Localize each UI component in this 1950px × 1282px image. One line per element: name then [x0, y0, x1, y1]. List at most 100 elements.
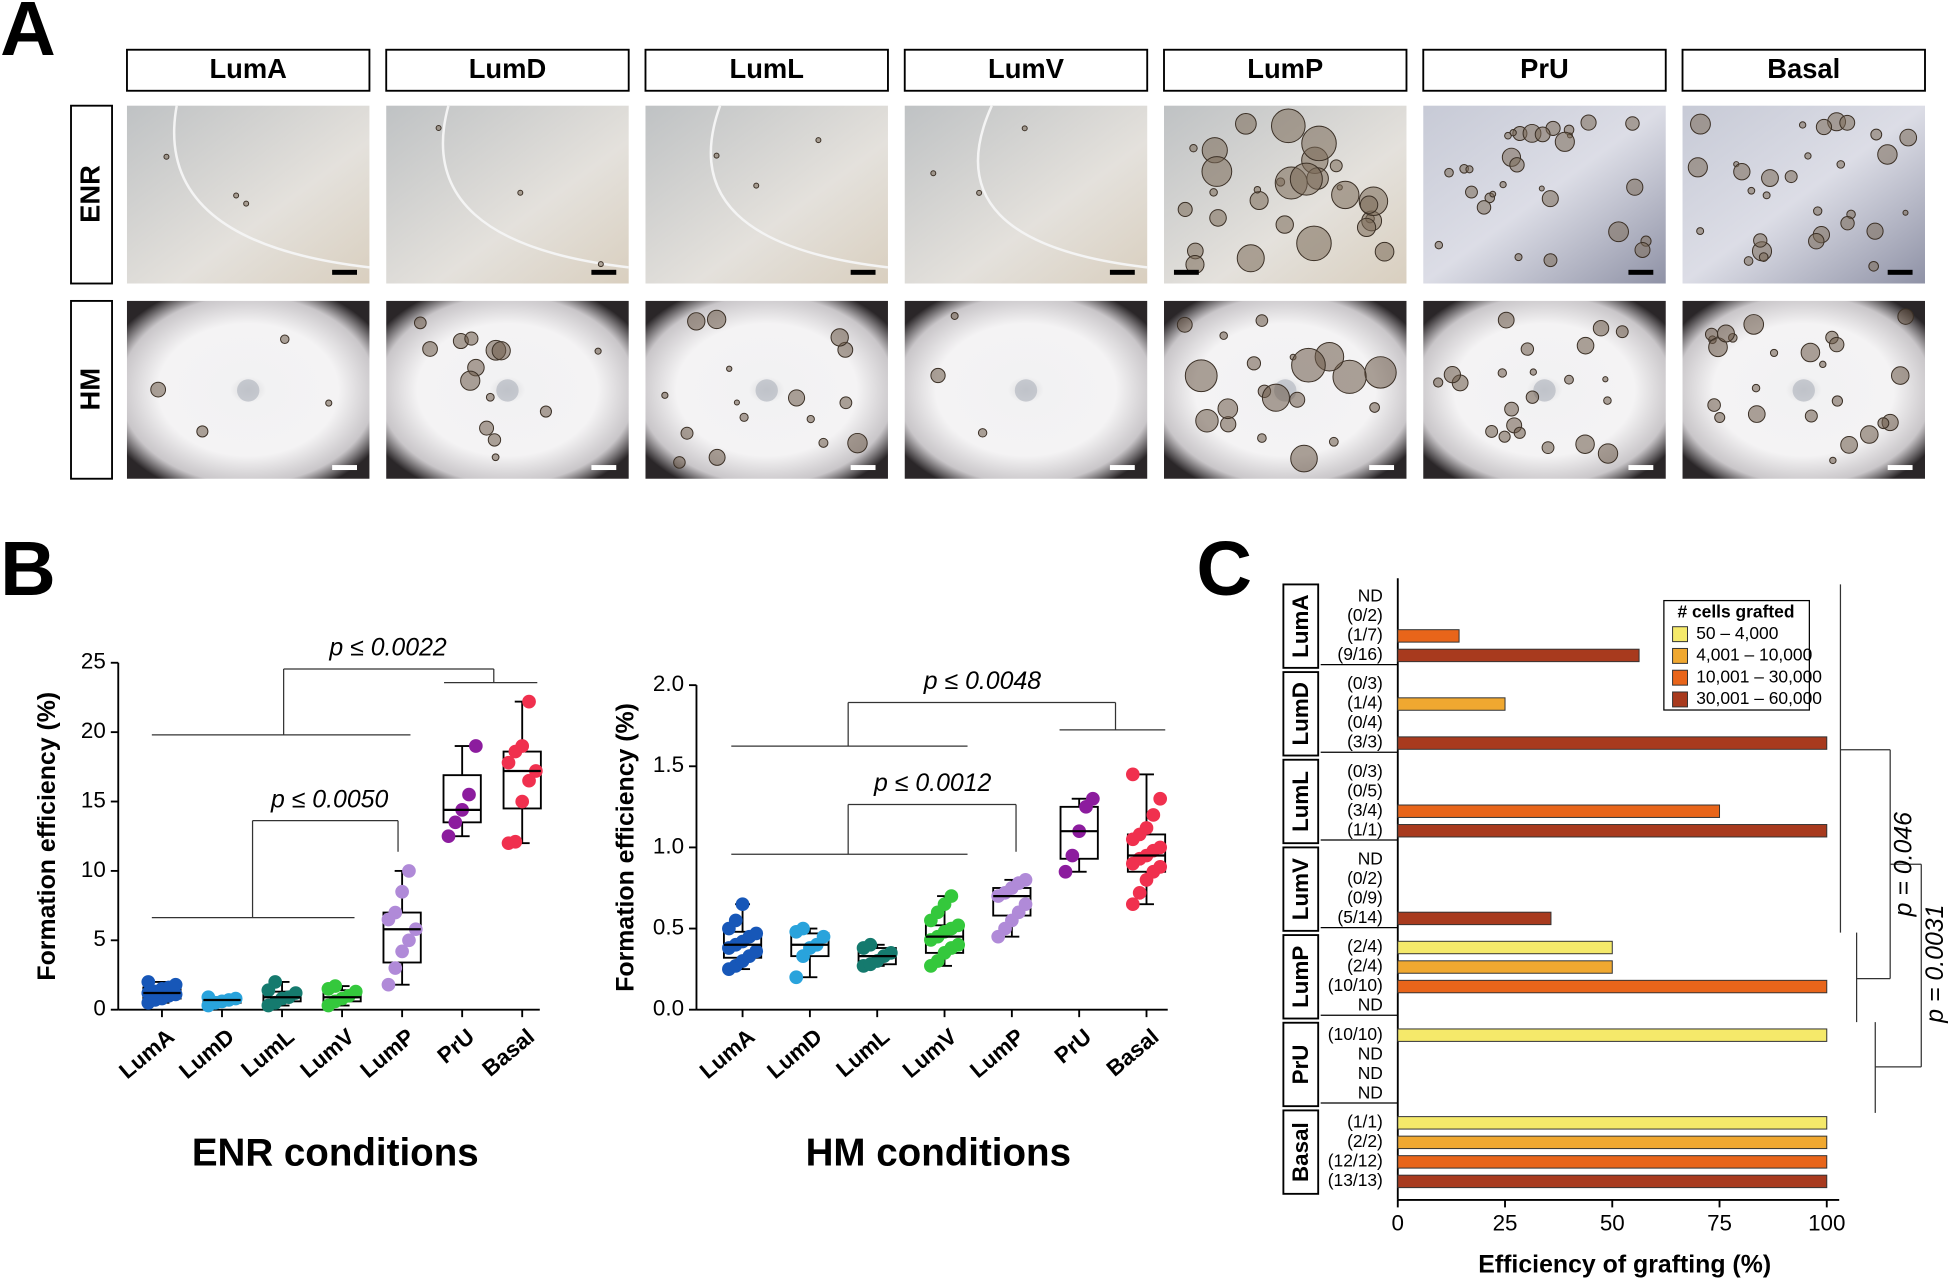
column-header: LumL [730, 53, 804, 84]
micrograph [645, 300, 888, 479]
row-label: (0/9) [1347, 887, 1383, 907]
scale-bar [1369, 465, 1395, 471]
group-label: Basal [1288, 1122, 1313, 1182]
micrograph [1682, 105, 1925, 284]
organoid [1534, 126, 1551, 143]
organoid [1289, 162, 1323, 196]
row-label: (0/2) [1347, 868, 1383, 888]
organoid [1761, 169, 1779, 187]
bar [1397, 824, 1828, 838]
organoid [485, 392, 495, 402]
organoid [1753, 233, 1768, 248]
organoid [1255, 314, 1269, 327]
organoid [1369, 402, 1380, 413]
organoid [597, 261, 604, 268]
micrograph-image [645, 105, 888, 284]
organoid [1597, 443, 1619, 464]
data-point [381, 977, 396, 992]
organoid [1626, 178, 1644, 196]
organoid [1877, 417, 1890, 430]
row-label: ND [1358, 1043, 1383, 1063]
data-point [1086, 791, 1100, 806]
y-tick-label: 10 [81, 857, 106, 882]
organoid [1743, 314, 1765, 335]
organoid [1465, 165, 1474, 174]
column-header-box [644, 48, 889, 92]
row-header: HM [74, 368, 105, 411]
organoid [1798, 121, 1807, 129]
data-point [508, 834, 523, 849]
data-point [1058, 864, 1073, 879]
data-point [522, 773, 536, 788]
organoid [733, 399, 740, 406]
organoid [1891, 366, 1910, 385]
scale-bar [332, 465, 358, 471]
x-tick-label: LumP [965, 1024, 1029, 1083]
x-tick-label: LumL [831, 1024, 894, 1082]
organoid [708, 448, 726, 466]
annotation: p ≤ 0.0022 [328, 634, 446, 662]
organoid [1747, 186, 1756, 195]
data-point [951, 918, 966, 933]
organoid [1840, 436, 1858, 454]
gel-edge [441, 105, 629, 269]
row-label: (0/3) [1347, 761, 1383, 781]
data-point [348, 984, 363, 999]
bar [1397, 911, 1552, 926]
organoid [491, 341, 511, 361]
bar [1397, 804, 1721, 818]
organoid [1829, 456, 1837, 465]
organoid [1443, 366, 1461, 384]
organoid [673, 456, 686, 469]
micrograph [1164, 105, 1407, 284]
organoid [233, 192, 240, 199]
micrograph [1423, 105, 1666, 284]
data-point [228, 991, 243, 1006]
organoid [1498, 430, 1511, 443]
data-point [863, 937, 878, 952]
organoid [1434, 240, 1444, 250]
organoid [1261, 383, 1290, 412]
data-point [501, 755, 516, 770]
organoid [713, 152, 720, 159]
organoid [1813, 206, 1823, 216]
organoid [1476, 200, 1492, 215]
organoid [1236, 244, 1265, 273]
gel-edge [172, 105, 370, 269]
y-tick-label: 25 [81, 649, 106, 674]
organoid [1634, 242, 1651, 258]
bar [1397, 979, 1828, 994]
legend-label: 4,001 – 10,000 [1696, 645, 1812, 665]
row-label: (9/16) [1337, 644, 1382, 664]
organoid [706, 309, 727, 330]
data-point [515, 794, 530, 809]
box [1059, 805, 1099, 860]
organoid [1176, 316, 1193, 333]
organoid [1687, 157, 1708, 178]
chart-title: HM conditions [806, 1131, 1071, 1174]
organoid [1219, 331, 1228, 340]
row-label: (1/4) [1347, 693, 1383, 713]
bar [1397, 940, 1613, 955]
organoid [1291, 347, 1326, 383]
x-tick-label: LumV [898, 1024, 962, 1083]
organoid [1819, 360, 1827, 369]
organoid [1529, 368, 1537, 376]
organoid [1769, 348, 1779, 358]
bar [1397, 1116, 1828, 1130]
scale-bar [1628, 269, 1654, 275]
organoid [1195, 409, 1219, 433]
organoid [1184, 359, 1218, 393]
organoid [830, 328, 849, 347]
x-axis-label: Efficiency of grafting (%) [1478, 1250, 1771, 1278]
x-tick-label: 100 [1808, 1211, 1845, 1236]
organoid [1866, 222, 1884, 240]
organoid [1690, 113, 1711, 135]
organoid [818, 437, 829, 448]
data-point [1018, 873, 1033, 887]
row-label: (1/1) [1347, 1111, 1383, 1131]
organoid [1296, 225, 1332, 262]
organoid [1564, 374, 1574, 385]
row-label: ND [1358, 1082, 1383, 1102]
